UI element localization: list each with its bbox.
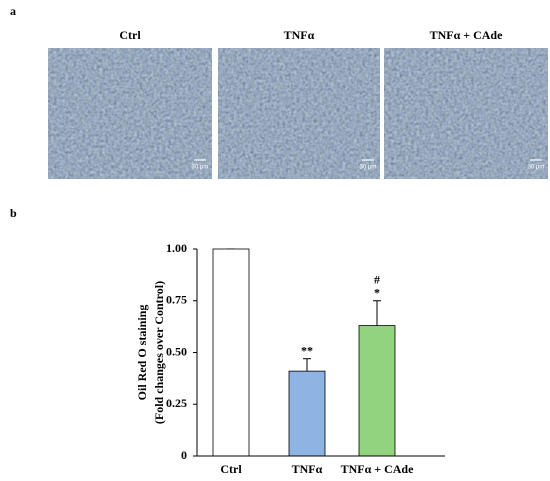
image-title: TNFα + CAde: [430, 28, 504, 42]
image-title: TNFα: [284, 28, 315, 42]
x-tick-label: Ctrl: [220, 462, 242, 476]
y-tick-label: 0: [181, 448, 187, 462]
bar: [358, 325, 396, 457]
significance-mark: #: [374, 273, 380, 287]
scale-bar-label: 30 μm: [360, 165, 377, 171]
y-tick-label: 0.75: [166, 293, 187, 307]
panel-label: a: [10, 4, 16, 18]
bar: [288, 370, 326, 457]
image-title: Ctrl: [119, 28, 141, 42]
significance-mark: *: [374, 286, 380, 300]
micrograph: [384, 48, 548, 179]
y-tick-label: 1.00: [166, 241, 187, 255]
y-tick-label: 0.25: [166, 396, 187, 410]
x-tick-label: TNFα + CAde: [341, 462, 415, 476]
bar: [212, 248, 250, 457]
y-axis-label: Oil Red O staining: [135, 305, 149, 401]
micrograph: [48, 48, 212, 179]
scale-bar-label: 30 μm: [192, 165, 209, 171]
y-tick-label: 0.50: [166, 344, 187, 358]
panel-label: b: [10, 206, 17, 220]
scale-bar-label: 30 μm: [528, 165, 545, 171]
x-tick-label: TNFα: [292, 462, 323, 476]
micrograph: [218, 48, 380, 179]
y-axis-label: (Fold changes over Control): [152, 281, 166, 424]
significance-mark: **: [301, 343, 313, 357]
